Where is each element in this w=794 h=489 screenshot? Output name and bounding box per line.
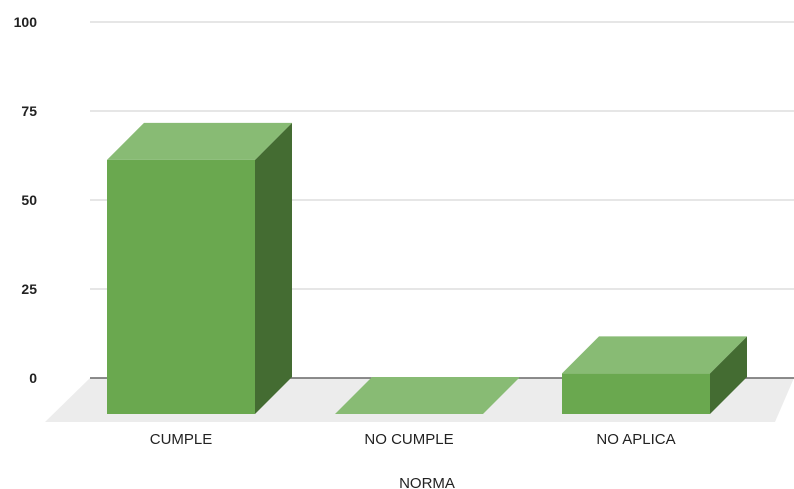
x-tick-label: NO CUMPLE bbox=[364, 431, 453, 448]
x-axis-ticks: CUMPLE NO CUMPLE NO APLICA bbox=[150, 431, 676, 448]
bar-top bbox=[335, 377, 520, 414]
y-tick-label: 100 bbox=[14, 14, 38, 30]
bar-front bbox=[562, 373, 710, 414]
x-tick-label: CUMPLE bbox=[150, 431, 213, 448]
bar-side bbox=[710, 336, 747, 414]
bars bbox=[107, 122, 747, 414]
y-tick-label: 50 bbox=[21, 192, 37, 208]
bar-front bbox=[107, 159, 255, 414]
y-tick-label: 75 bbox=[21, 103, 37, 119]
bar-side bbox=[255, 122, 292, 414]
y-axis-ticks: 0 25 50 75 100 bbox=[14, 14, 38, 386]
bar-top bbox=[562, 336, 747, 374]
y-tick-label: 0 bbox=[29, 370, 37, 386]
x-tick-label: NO APLICA bbox=[596, 431, 675, 448]
x-axis-label: NORMA bbox=[399, 475, 455, 489]
y-tick-label: 25 bbox=[21, 281, 37, 297]
bar-top bbox=[107, 122, 292, 160]
bar bbox=[335, 377, 520, 414]
bar bbox=[562, 336, 747, 414]
bar bbox=[107, 122, 292, 414]
